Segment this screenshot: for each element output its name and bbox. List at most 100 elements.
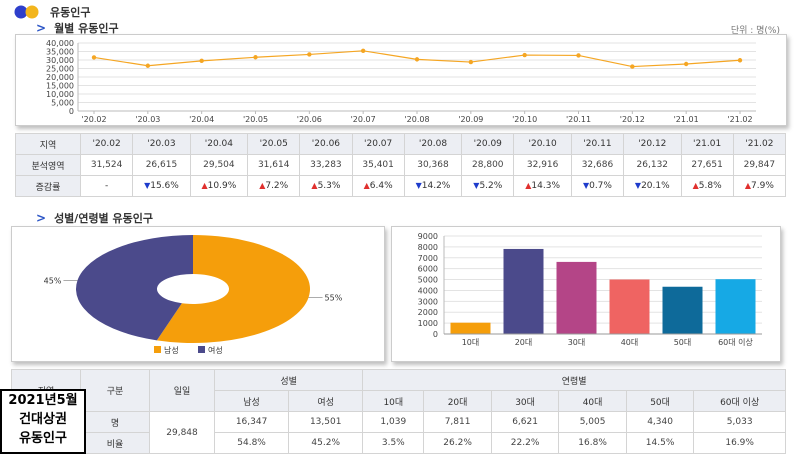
table-cell-value: 35,401 — [351, 154, 405, 176]
table-cell-age-count: 5,033 — [693, 411, 786, 433]
chevron-right-icon: > — [36, 21, 47, 35]
data-point — [683, 61, 689, 67]
table-cell-change: ▼0.7% — [570, 175, 625, 197]
table-head-month: '20.07 — [351, 133, 405, 155]
monthly-table: 지역 '20.02'20.03'20.04'20.05'20.06'20.07'2… — [15, 133, 787, 197]
y-tick-label: 6000 — [418, 265, 438, 274]
table-cell-change: ▼20.1% — [623, 175, 682, 197]
table-head-month: '20.03 — [132, 133, 191, 155]
table-head-month: '20.09 — [461, 133, 515, 155]
table-cell-age-count: 4,340 — [625, 411, 695, 433]
table-head-age-20: 20대 — [423, 390, 492, 412]
table-cell-change: ▼5.2% — [461, 175, 515, 197]
logo-icon — [14, 5, 39, 19]
x-tick-label: '20.02 — [81, 115, 106, 124]
table-head-female: 여성 — [288, 390, 364, 412]
y-tick-label: 0 — [433, 330, 438, 339]
y-tick-label: 9000 — [418, 232, 438, 241]
legend-label: 여성 — [208, 345, 223, 355]
table-head-age-60: 60대 이상 — [693, 390, 786, 412]
triangle-up-icon: ▲ — [525, 181, 532, 190]
data-point — [737, 58, 743, 63]
data-point — [253, 55, 258, 60]
table-head-age-30: 30대 — [490, 390, 560, 412]
change-value: 7.2% — [265, 181, 289, 191]
table-cell-age-ratio: 16.9% — [693, 432, 786, 454]
table-cell-change: ▲14.3% — [513, 175, 572, 197]
chevron-right-icon: > — [36, 211, 47, 225]
y-tick-label: 4000 — [418, 286, 438, 295]
table-cell-value: 26,615 — [132, 154, 191, 176]
bar-chart-panel: 9000 8000 7000 6000 5000 4000 3000 2000 1000 0 10대… — [391, 226, 781, 362]
table-cell-value: 32,686 — [570, 154, 625, 176]
table-cell-value: 28,800 — [461, 154, 515, 176]
table-cell-male-ratio: 54.8% — [213, 432, 290, 454]
table-head-age-10: 10대 — [362, 390, 425, 412]
y-tick-label: 30,000 — [46, 56, 74, 65]
section-title-monthly: > 월별 유동인구 — [36, 21, 119, 35]
y-tick-label: 15,000 — [46, 82, 74, 91]
triangle-down-icon: ▼ — [144, 181, 151, 190]
table-cell-value: 29,504 — [189, 154, 249, 176]
table-head-male: 남성 — [213, 390, 290, 412]
table-cell-value: 27,651 — [680, 154, 734, 176]
table-cell-value: 29,847 — [732, 154, 787, 176]
table-row-label: 명 — [80, 411, 150, 433]
table-cell-change: ▼14.2% — [403, 175, 463, 197]
table-cell-female-ratio: 45.2% — [288, 432, 364, 454]
triangle-up-icon: ▲ — [201, 181, 208, 190]
data-point — [91, 55, 97, 60]
y-tick-label: 1000 — [418, 319, 438, 328]
table-cell-change: ▲5.8% — [680, 175, 734, 197]
change-value: 0.7% — [589, 181, 612, 191]
table-cell-age-count: 5,005 — [558, 411, 627, 433]
donut-chart: 55% 45% 남성 여성 — [44, 235, 343, 355]
table-head-month: '21.02 — [732, 133, 787, 155]
bar — [715, 279, 756, 334]
stamp-line: 2021년5월 — [8, 393, 78, 408]
page-title: 유동인구 — [50, 6, 91, 19]
triangle-down-icon: ▼ — [415, 181, 422, 190]
y-tick-label: 35,000 — [46, 48, 74, 57]
unit-label: 단위 : 명(%) — [730, 26, 780, 36]
data-point — [360, 48, 366, 54]
table-head-month: '20.11 — [570, 133, 625, 155]
data-point — [307, 52, 312, 57]
legend-label: 남성 — [164, 346, 179, 355]
table-cell-age-ratio: 16.8% — [558, 432, 627, 454]
table-row-label: 증감률 — [15, 175, 81, 197]
pie-slice — [75, 235, 193, 341]
change-value: 20.1% — [641, 181, 670, 191]
data-point — [414, 57, 420, 62]
x-tick-label: '20.08 — [404, 115, 429, 124]
x-tick-label: '20.05 — [243, 115, 268, 124]
line-chart-panel: 40,000 35,000 30,000 25,000 20,000 15,000 10,0… — [15, 34, 787, 126]
legend-swatch — [154, 346, 161, 353]
x-tick-label: '20.12 — [620, 115, 645, 124]
table-head-month: '20.08 — [403, 133, 463, 155]
x-tick-label: 50대 — [674, 338, 692, 347]
change-value: - — [104, 181, 109, 191]
x-tick-label: '20.07 — [351, 115, 376, 124]
x-tick-label: '21.01 — [674, 115, 699, 124]
table-cell-daily: 29,848 — [149, 411, 215, 454]
stamp-line: 유동인구 — [19, 431, 67, 446]
table-cell-age-count: 1,039 — [362, 411, 425, 433]
table-cell-change: - — [79, 175, 134, 197]
change-value: 5.8% — [698, 181, 722, 191]
line-chart: 40,00035,00030,00025,00020,00015,00010,0… — [46, 39, 756, 124]
change-value: 5.2% — [479, 181, 503, 191]
triangle-down-icon: ▼ — [582, 181, 590, 190]
table-cell-age-count: 7,811 — [423, 411, 492, 433]
y-tick-label: 40,000 — [46, 39, 74, 48]
table-cell-age-ratio: 14.5% — [625, 432, 695, 454]
table-cell-value: 31,524 — [79, 154, 134, 176]
y-tick-label: 3000 — [418, 297, 438, 306]
table-head-age-50: 50대 — [625, 390, 695, 412]
x-tick-label: '21.02 — [727, 115, 752, 124]
table-cell-value: 33,283 — [299, 154, 353, 176]
table-head-month: '20.12 — [623, 133, 682, 155]
table-head-month: '20.05 — [247, 133, 301, 155]
table-cell-age-ratio: 26.2% — [423, 432, 492, 454]
